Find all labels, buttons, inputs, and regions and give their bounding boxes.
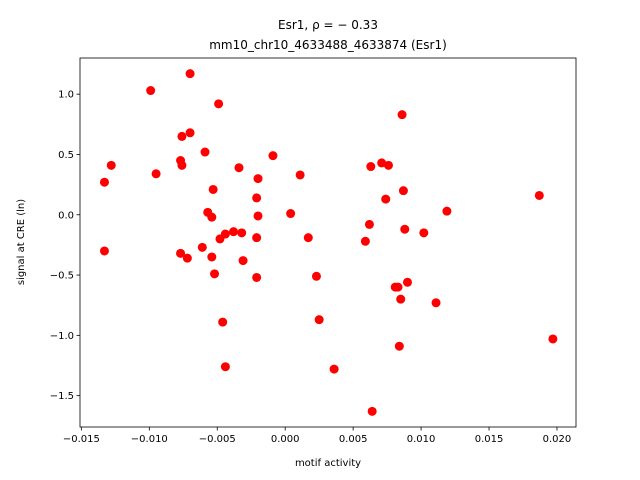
- data-point: [402, 277, 412, 287]
- x-tick-label: 0.005: [339, 434, 368, 445]
- x-tick-label: 0.010: [407, 434, 436, 445]
- data-point: [200, 147, 210, 157]
- chart-title-line2: mm10_chr10_4633488_4633874 (Esr1): [209, 38, 447, 52]
- data-point: [311, 271, 321, 281]
- data-point: [394, 341, 404, 351]
- y-tick-label: 0.5: [58, 150, 74, 161]
- data-point: [268, 151, 278, 161]
- x-tick-label: 0.000: [271, 434, 300, 445]
- data-point: [229, 227, 239, 237]
- x-tick-label: −0.005: [199, 434, 236, 445]
- data-point: [238, 256, 248, 266]
- data-point: [220, 229, 230, 239]
- data-point: [234, 163, 244, 173]
- data-point: [442, 206, 452, 216]
- data-point: [237, 228, 247, 238]
- data-point: [393, 282, 403, 292]
- data-point: [208, 184, 218, 194]
- data-point: [286, 209, 296, 219]
- data-point: [400, 224, 410, 234]
- data-point: [207, 252, 217, 262]
- x-axis-ticks: −0.015 −0.010 −0.005 0.000 0.005 0.010 0.015 0.…: [63, 427, 571, 445]
- y-tick-label: 1.0: [58, 90, 74, 101]
- x-axis-label: motif activity: [295, 458, 361, 469]
- data-point: [383, 160, 393, 170]
- data-point: [185, 128, 195, 138]
- data-point: [253, 174, 263, 184]
- data-point: [303, 233, 313, 243]
- data-point: [253, 211, 263, 221]
- data-point: [99, 177, 109, 187]
- data-point: [431, 298, 441, 308]
- data-point: [381, 194, 391, 204]
- data-point: [364, 219, 374, 229]
- data-point: [252, 272, 262, 282]
- x-tick-label: 0.015: [475, 434, 504, 445]
- data-point: [295, 170, 305, 180]
- y-axis-label: signal at CRE (ln): [16, 199, 27, 285]
- y-tick-label: −1.5: [50, 391, 74, 402]
- y-tick-label: −1.0: [50, 331, 74, 342]
- x-tick-label: −0.015: [63, 434, 100, 445]
- data-point: [367, 406, 377, 416]
- data-point: [176, 248, 186, 258]
- data-point: [377, 158, 387, 168]
- data-point: [146, 86, 156, 96]
- data-point: [397, 110, 407, 120]
- chart-title-line1: Esr1, ρ = − 0.33: [278, 18, 378, 32]
- y-axis-ticks: −1.5 −1.0 −0.5 0.0 0.5 1.0: [50, 90, 80, 402]
- data-point: [197, 242, 207, 252]
- x-tick-label: 0.020: [543, 434, 572, 445]
- data-point: [151, 169, 161, 179]
- x-tick-label: −0.010: [131, 434, 168, 445]
- data-point: [210, 269, 220, 279]
- y-tick-label: −0.5: [50, 271, 74, 282]
- scatter-points: [99, 69, 558, 416]
- data-point: [252, 233, 262, 243]
- data-point: [548, 334, 558, 344]
- data-point: [99, 246, 109, 256]
- y-tick-label: 0.0: [58, 210, 74, 221]
- data-point: [419, 228, 429, 238]
- data-point: [398, 186, 408, 196]
- data-point: [314, 315, 324, 325]
- data-point: [177, 131, 187, 141]
- data-point: [218, 317, 228, 327]
- data-point: [185, 69, 195, 79]
- data-point: [329, 364, 339, 374]
- data-point: [177, 160, 187, 170]
- plot-area-frame: [79, 57, 577, 428]
- data-point: [252, 193, 262, 203]
- data-point: [207, 212, 217, 222]
- data-point: [366, 162, 376, 172]
- data-point: [220, 362, 230, 372]
- data-point: [360, 236, 370, 246]
- data-point: [106, 160, 116, 170]
- data-point: [214, 99, 224, 109]
- data-point: [182, 253, 192, 263]
- data-point: [534, 190, 544, 200]
- data-point: [396, 294, 406, 304]
